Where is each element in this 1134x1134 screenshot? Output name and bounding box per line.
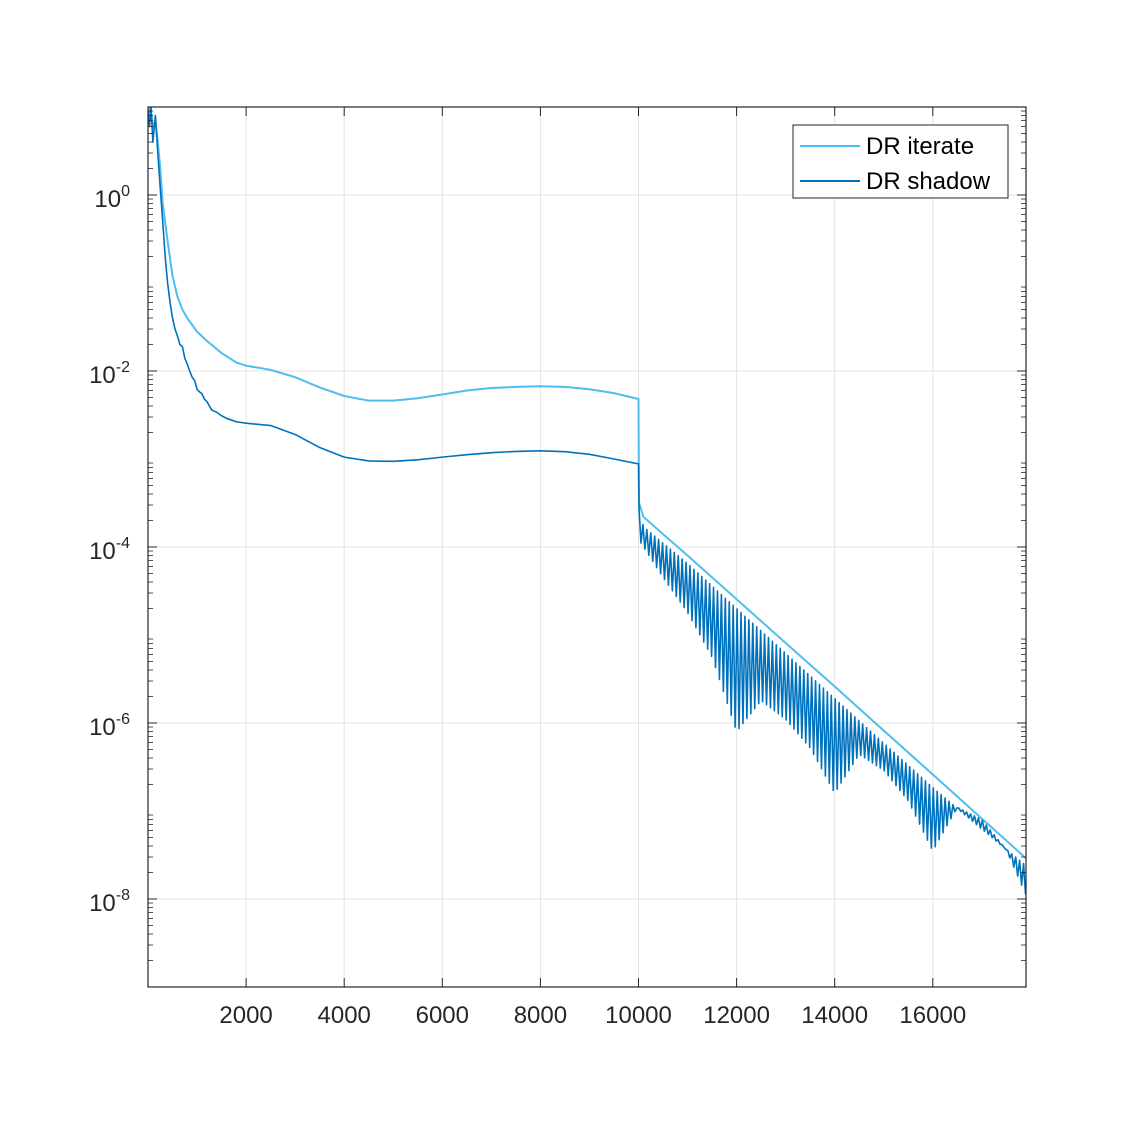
legend-box [792, 124, 1009, 199]
x-tick-label: 4000 [318, 1002, 371, 1029]
y-tick-labels: 100 10-2 10-4 10-6 10-8 [89, 183, 130, 917]
x-tick-label: 16000 [899, 1002, 966, 1029]
series-line-dr-shadow [148, 107, 1026, 895]
series-layer [148, 107, 1026, 895]
legend-label-dr-shadow: DR shadow [866, 168, 991, 195]
y-tick-label: 100 [94, 183, 130, 213]
y-tick-label: 10-8 [89, 887, 130, 917]
x-tick-labels: 2000 4000 6000 8000 10000 12000 14000 16000 [219, 1002, 966, 1029]
y-tick-label: 10-4 [89, 535, 130, 565]
legend: DR iterate DR shadow [792, 124, 1009, 199]
tick-marks [148, 107, 1026, 987]
x-tick-label: 6000 [416, 1002, 469, 1029]
series-line-dr-iterate [148, 107, 1026, 860]
x-tick-label: 14000 [801, 1002, 868, 1029]
grid [148, 107, 1026, 987]
x-tick-label: 12000 [703, 1002, 770, 1029]
y-tick-label: 10-6 [89, 711, 130, 741]
x-tick-label: 10000 [605, 1002, 672, 1029]
x-tick-label: 8000 [514, 1002, 567, 1029]
legend-label-dr-iterate: DR iterate [866, 133, 974, 160]
y-tick-label: 10-2 [89, 359, 130, 389]
x-tick-label: 2000 [219, 1002, 272, 1029]
